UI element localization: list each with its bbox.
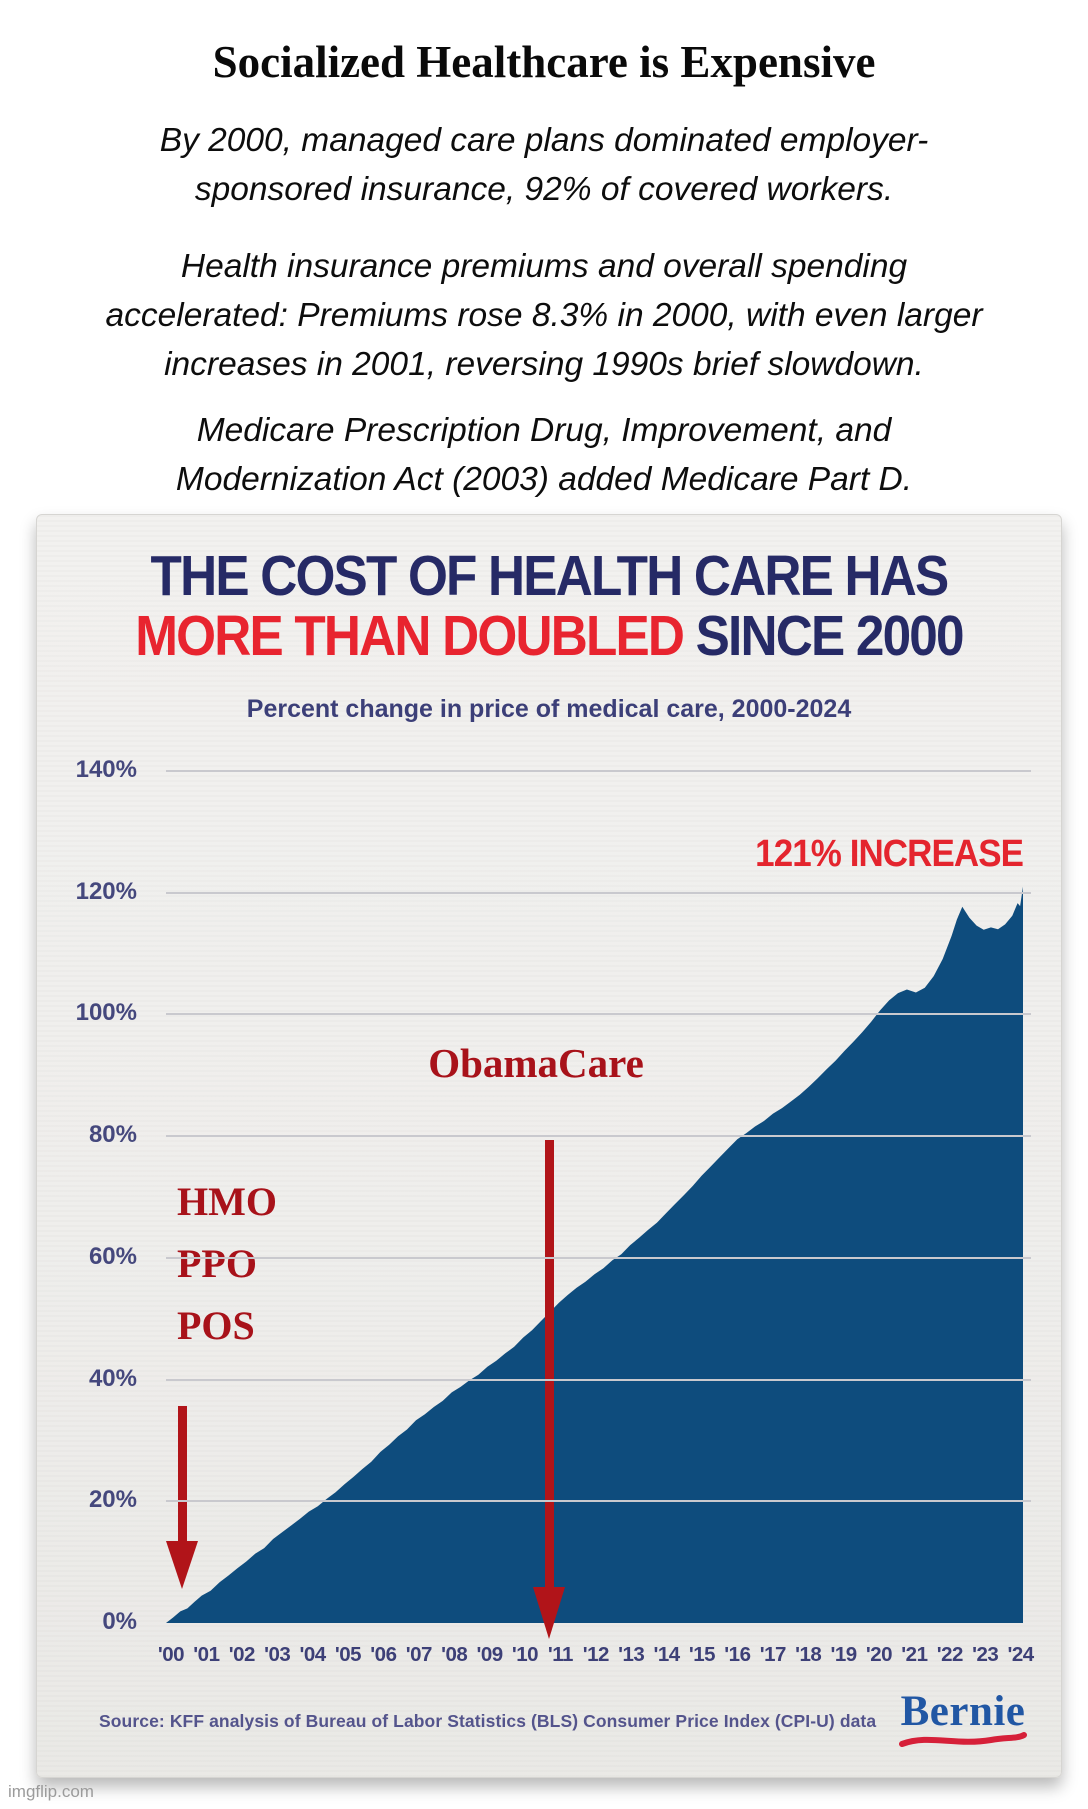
x-tick-label: '00 [157,1643,185,1666]
y-tick-label: 140% [75,756,137,783]
y-tick-label: 100% [75,999,137,1027]
y-tick-label: 80% [88,1121,137,1149]
paragraph-line: Modernization Act (2003) added Medicare … [175,461,913,498]
x-tick-label: '10 [511,1643,539,1666]
source-note: Source: KFF analysis of Bureau of Labor … [99,1711,877,1731]
bernie-logo: Bernie [889,1687,1037,1748]
obamacare-arrow-head-icon [533,1587,565,1639]
x-tick-label: '17 [759,1643,787,1666]
y-gridline [166,1256,1031,1259]
y-gridline [166,1013,1031,1016]
x-tick-label: '21 [901,1643,928,1666]
page-title: Socialized Healthcare is Expensive [212,37,876,87]
y-tick-label: 120% [75,877,137,905]
x-tick-label: '13 [618,1643,645,1666]
x-tick-label: '07 [405,1643,433,1666]
chart-subtitle: Percent change in price of medical care,… [246,695,852,723]
y-gridline [166,891,1031,894]
x-tick-label: '08 [441,1643,468,1666]
x-tick-label: '19 [830,1643,858,1666]
y-tick-label: 60% [88,1242,137,1270]
x-tick-label: '23 [972,1643,999,1666]
chart-card: THE COST OF HEALTH CARE HAS MORE THAN DO… [36,514,1062,1778]
paragraph-line: Health insurance premiums and overall sp… [180,248,908,285]
x-tick-label: '16 [724,1643,751,1666]
bernie-logo-text: Bernie [900,1688,1026,1735]
annotation-obamacare: ObamaCare [428,1040,644,1086]
x-tick-label: '06 [370,1643,397,1666]
annotation-pos-line: POS [177,1303,255,1348]
x-tick-label: '18 [795,1643,822,1666]
x-tick-label: '14 [653,1643,681,1666]
chart-title-line1: THE COST OF HEALTH CARE HAS [150,544,950,608]
x-tick-label: '03 [264,1643,291,1666]
x-tick-label: '05 [334,1643,362,1666]
y-gridline [166,1378,1031,1381]
obamacare-arrow-shaft [545,1140,554,1589]
managed-care-arrow-shaft [178,1406,187,1543]
x-tick-label: '04 [299,1643,327,1666]
x-tick-label: '02 [228,1643,256,1666]
x-tick-label: '20 [865,1643,893,1666]
x-tick-label: '15 [688,1643,716,1666]
x-tick-label: '24 [1007,1643,1035,1666]
intro-paragraph: By 2000, managed care plans dominated em… [0,116,1088,214]
x-tick-label: '12 [582,1643,610,1666]
annotation-hmo-line: HMO [177,1179,277,1224]
paragraph-line: Medicare Prescription Drug, Improvement,… [196,412,892,449]
imgflip-watermark: imgflip.com [8,1782,94,1801]
chart-title-red-segment: MORE THAN DOUBLED [135,604,685,668]
x-tick-label: '01 [193,1643,220,1666]
y-gridline [166,1500,1031,1503]
y-tick-label: 0% [102,1608,137,1635]
paragraph-line: increases in 2001, reversing 1990s brief… [164,346,924,383]
chart-title-navy-segment: SINCE 2000 [683,604,965,668]
paragraph-line: By 2000, managed care plans dominated em… [159,122,929,159]
paragraph-line: accelerated: Premiums rose 8.3% in 2000,… [105,297,983,334]
x-tick-label: '09 [476,1643,504,1666]
bernie-swoosh-icon [899,1732,1027,1747]
y-tick-label: 40% [88,1364,137,1392]
x-tick-label: '11 [547,1643,574,1666]
area-polygon [166,886,1023,1623]
managed-care-arrow-head-icon [166,1541,198,1589]
y-gridline [166,770,1031,772]
annotation-increase: 121% INCREASE [755,833,1024,875]
x-tick-label: '22 [936,1643,964,1666]
chart-title-line2: MORE THAN DOUBLED SINCE 2000 [88,607,1010,665]
annotation-managed-care: HMO PPO POS [177,1171,277,1357]
y-gridline [166,1135,1031,1138]
intro-paragraph: Medicare Prescription Drug, Improvement,… [0,406,1088,504]
intro-paragraph: Health insurance premiums and overall sp… [0,242,1088,389]
y-tick-label: 20% [88,1486,137,1514]
area-series [166,886,1023,1623]
annotation-ppo-line: PPO [177,1241,257,1286]
paragraph-line: sponsored insurance, 92% of covered work… [194,171,894,208]
